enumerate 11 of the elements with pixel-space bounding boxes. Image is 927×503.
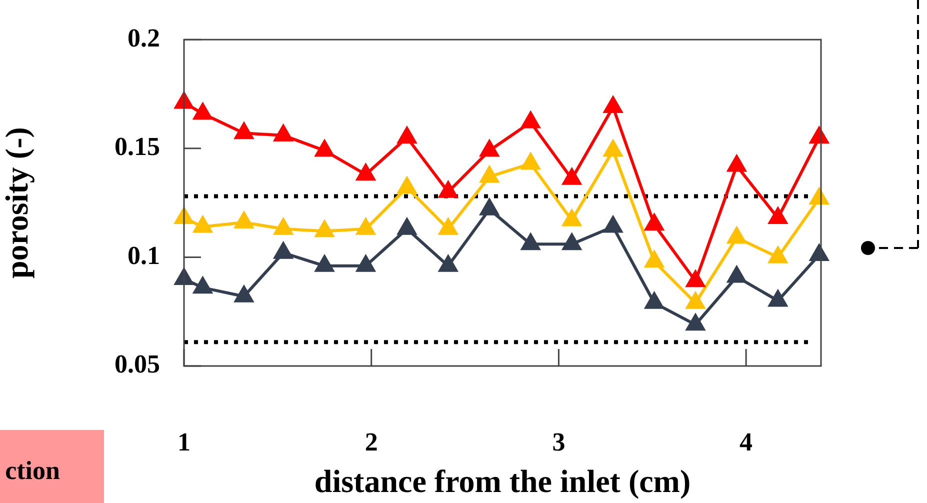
- text: ction: [0, 430, 104, 503]
- x-axis-title: distance from the inlet (cm): [314, 463, 691, 500]
- x-tick-label: 3: [552, 427, 566, 456]
- y-tick-label: 0.05: [114, 350, 160, 379]
- x-tick-label: 1: [178, 427, 190, 456]
- y-tick-label: 0.2: [128, 23, 160, 52]
- x-tick-label: 4: [740, 427, 753, 456]
- x-tick-label: 2: [364, 427, 378, 456]
- y-axis-title: porosity (-): [0, 127, 34, 278]
- y-tick-label: 0.1: [128, 240, 160, 270]
- y-tick-label: 0.15: [114, 132, 160, 162]
